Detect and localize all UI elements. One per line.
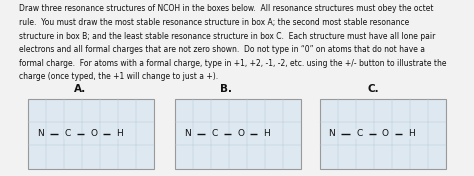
Text: formal charge.  For atoms with a formal charge, type in +1, +2, -1, -2, etc. usi: formal charge. For atoms with a formal c… xyxy=(19,59,447,68)
Text: A.: A. xyxy=(73,84,86,94)
Text: C: C xyxy=(64,129,71,138)
Text: O: O xyxy=(237,129,244,138)
Text: N: N xyxy=(184,129,191,138)
Text: N: N xyxy=(328,129,335,138)
Bar xyxy=(320,99,446,169)
Text: Draw three resonance structures of NCOH in the boxes below.  All resonance struc: Draw three resonance structures of NCOH … xyxy=(19,4,433,13)
Text: charge (once typed, the +1 will change to just a +).: charge (once typed, the +1 will change t… xyxy=(19,72,218,81)
Text: C: C xyxy=(356,129,363,138)
Text: H: H xyxy=(264,129,270,138)
Text: C.: C. xyxy=(367,84,379,94)
Text: B.: B. xyxy=(220,84,232,94)
Bar xyxy=(28,99,154,169)
Text: O: O xyxy=(91,129,97,138)
Text: H: H xyxy=(117,129,123,138)
Bar xyxy=(175,99,301,169)
Text: H: H xyxy=(408,129,415,138)
Text: O: O xyxy=(382,129,389,138)
Text: electrons and all formal charges that are not zero shown.  Do not type in “0” on: electrons and all formal charges that ar… xyxy=(19,45,425,54)
Text: N: N xyxy=(37,129,44,138)
Text: C: C xyxy=(211,129,218,138)
Text: structure in box B; and the least stable resonance structure in box C.  Each str: structure in box B; and the least stable… xyxy=(19,32,435,40)
Text: rule.  You must draw the most stable resonance structure in box A; the second mo: rule. You must draw the most stable reso… xyxy=(19,18,409,27)
